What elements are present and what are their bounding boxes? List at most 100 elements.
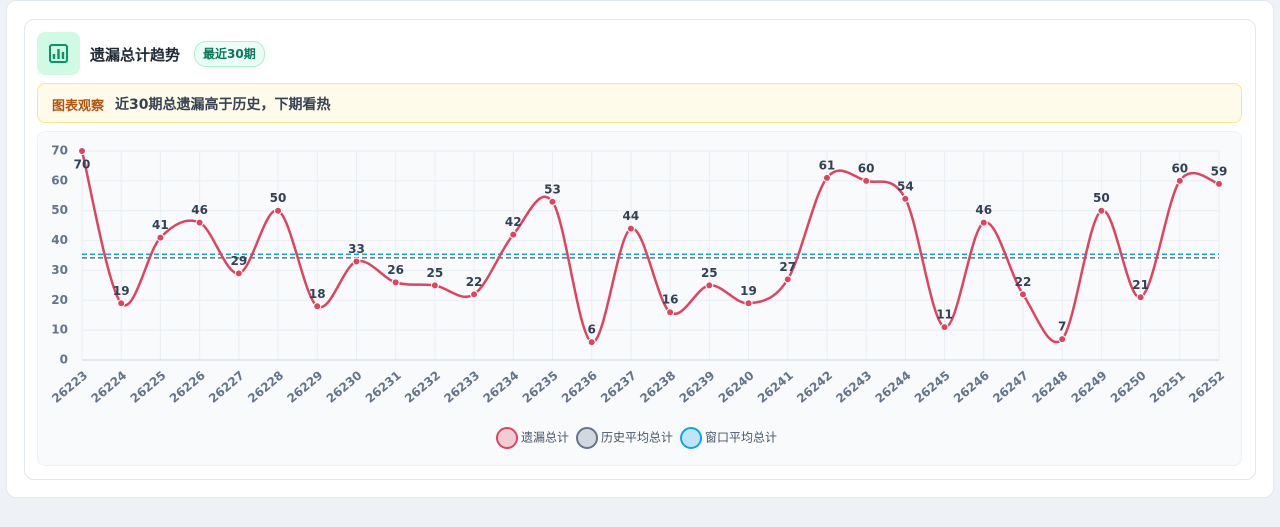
data-label: 11 <box>936 308 953 322</box>
data-label: 54 <box>897 179 914 193</box>
icon-graphic <box>49 44 68 63</box>
note-text: 近30期总遗漏高于历史，下期看热 <box>115 97 331 113</box>
data-label: 22 <box>1015 275 1032 289</box>
x-tick-label: 26249 <box>1069 368 1110 406</box>
data-label: 33 <box>348 242 365 256</box>
point <box>1097 206 1106 215</box>
x-tick-label: 26239 <box>677 368 718 406</box>
x-tick-label: 26242 <box>794 368 835 406</box>
x-tick-label: 26225 <box>128 368 169 406</box>
point <box>1215 179 1223 188</box>
x-tick-label: 26250 <box>1108 368 1149 406</box>
point <box>979 218 988 227</box>
series-line <box>80 150 1220 344</box>
data-label: 26 <box>387 263 404 277</box>
x-tick-label: 26243 <box>833 368 874 406</box>
data-label: 19 <box>740 284 757 298</box>
card-title: 遗漏总计趋势 <box>90 46 181 64</box>
x-tick-label: 26235 <box>520 368 561 406</box>
x-tick-label: 26226 <box>167 368 208 406</box>
x-tick-label: 26240 <box>716 368 757 406</box>
point <box>509 230 518 239</box>
x-tick-label: 26232 <box>402 368 443 406</box>
y-tick-label: 60 <box>51 173 68 187</box>
data-label: 29 <box>230 254 247 268</box>
data-label: 7 <box>1058 320 1066 334</box>
point <box>78 147 86 155</box>
y-tick-label: 70 <box>51 144 68 158</box>
data-label: 50 <box>1093 191 1110 205</box>
data-label: 46 <box>191 203 208 217</box>
note-label: 图表观察 <box>52 99 105 114</box>
data-label: 61 <box>819 158 836 172</box>
x-tick-label: 26231 <box>363 368 404 406</box>
x-tick-label: 26230 <box>324 368 365 406</box>
point <box>783 275 792 284</box>
legend-swatch <box>680 427 703 449</box>
point <box>156 233 165 242</box>
data-label: 27 <box>779 260 796 274</box>
data-label: 16 <box>662 293 679 307</box>
data-label: 60 <box>1171 161 1188 175</box>
point <box>1018 290 1027 299</box>
legend-label: 遗漏总计 <box>521 431 569 445</box>
data-label: 59 <box>1211 164 1228 178</box>
x-tick-label: 26229 <box>284 368 325 406</box>
y-tick-label: 30 <box>51 263 68 277</box>
x-tick-label: 26224 <box>88 368 129 406</box>
point <box>862 176 871 185</box>
data-label: 70 <box>74 158 91 172</box>
x-tick-label: 26251 <box>1147 368 1188 406</box>
x-tick-label: 26238 <box>637 368 678 406</box>
data-label: 25 <box>427 266 444 280</box>
data-label: 42 <box>505 215 522 229</box>
x-tick-label: 26245 <box>912 368 953 406</box>
x-tick-label: 26223 <box>49 368 90 406</box>
x-tick-label: 26227 <box>206 368 247 406</box>
data-label: 53 <box>544 182 561 196</box>
point <box>548 197 557 206</box>
data-label: 46 <box>975 203 992 217</box>
data-label: 25 <box>701 266 718 280</box>
point <box>744 299 753 308</box>
chart-icon <box>37 32 80 75</box>
x-tick-label: 26241 <box>755 368 796 406</box>
point <box>234 269 243 278</box>
data-label: 44 <box>623 209 640 223</box>
x-tick-label: 26237 <box>598 368 639 406</box>
badge: 最近30期 <box>194 41 265 67</box>
point <box>705 281 714 290</box>
x-tick-label: 26233 <box>441 368 482 406</box>
point <box>940 323 949 332</box>
point <box>822 173 831 182</box>
legend-label: 历史平均总计 <box>601 431 673 445</box>
point <box>313 302 322 311</box>
data-label: 6 <box>588 323 596 337</box>
point <box>1175 176 1184 185</box>
x-tick-label: 26244 <box>873 368 914 406</box>
point <box>587 338 596 347</box>
y-tick-label: 10 <box>51 323 68 337</box>
point <box>195 218 204 227</box>
point <box>666 308 675 317</box>
plot-box <box>37 131 1242 466</box>
data-label: 19 <box>113 284 130 298</box>
legend-swatch <box>576 427 599 449</box>
x-tick-label: 26252 <box>1186 368 1227 406</box>
point <box>117 299 126 308</box>
legend-label: 窗口平均总计 <box>705 431 777 445</box>
point <box>626 224 635 233</box>
point <box>274 206 283 215</box>
point <box>352 257 361 266</box>
data-label: 22 <box>466 275 483 289</box>
data-label: 50 <box>270 191 287 205</box>
point <box>391 278 400 287</box>
point <box>430 281 439 290</box>
data-label: 21 <box>1132 278 1149 292</box>
x-tick-label: 26248 <box>1029 368 1070 406</box>
y-tick-label: 50 <box>51 203 68 217</box>
point <box>1058 335 1067 344</box>
data-label: 60 <box>858 161 875 175</box>
point <box>901 194 910 203</box>
